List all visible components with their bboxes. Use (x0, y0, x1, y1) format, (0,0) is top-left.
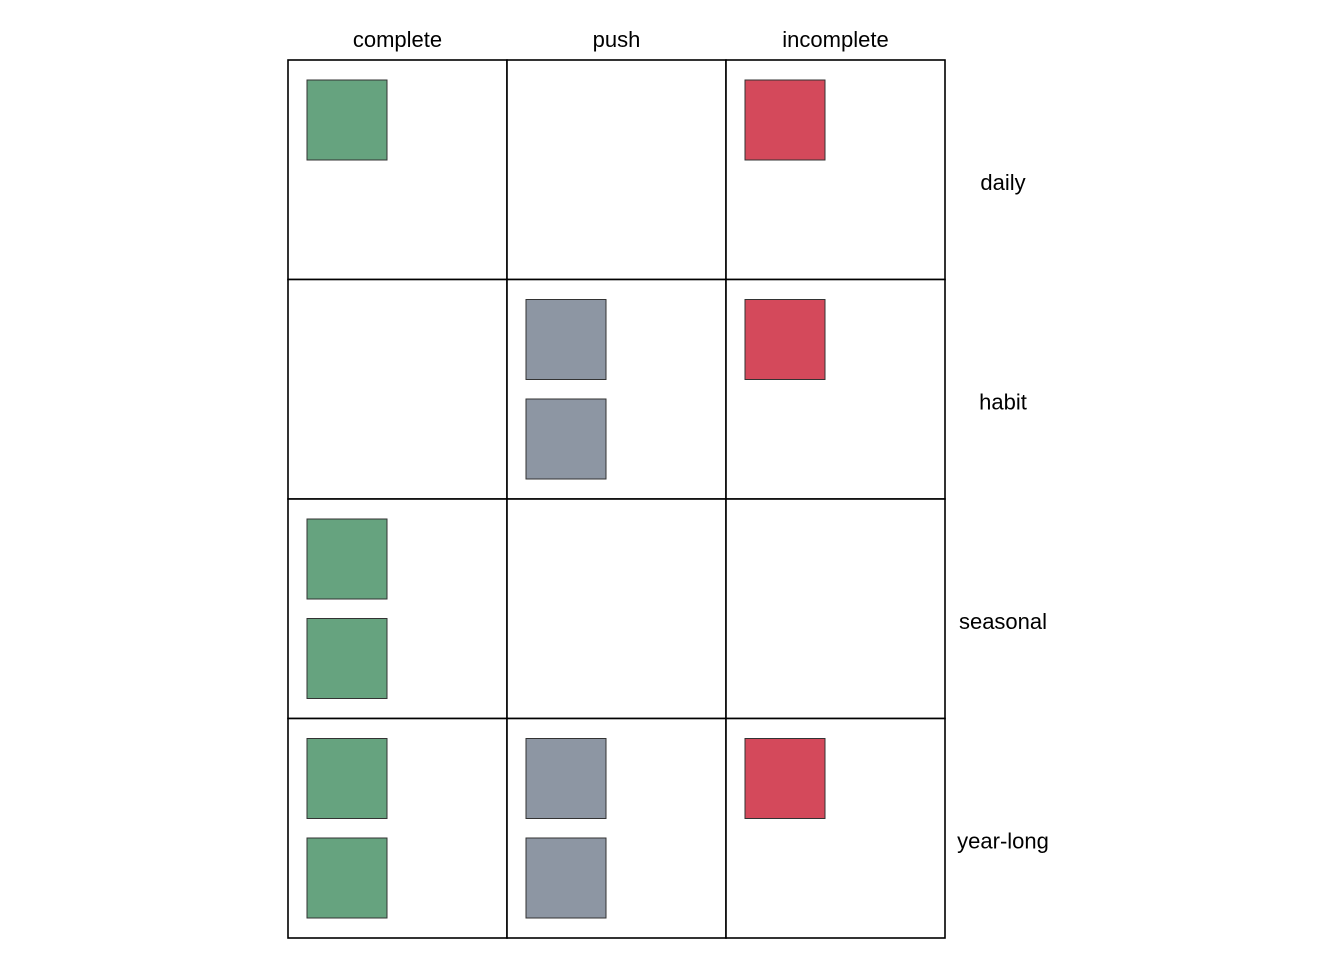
squares-layer (306, 79, 826, 919)
row-label-year-long: year-long (957, 828, 1049, 853)
row-label-seasonal: seasonal (959, 609, 1047, 634)
row-label-habit: habit (979, 389, 1027, 414)
column-label-incomplete: incomplete (782, 27, 888, 52)
square-incomplete-habit-1 (744, 299, 826, 380)
square-complete-seasonal-2 (306, 618, 388, 699)
labels-layer: complete push incomplete daily habit seasonal… (353, 27, 1049, 853)
square-complete-daily-1 (306, 79, 388, 161)
square-push-habit-1 (525, 299, 607, 380)
square-incomplete-year-long-1 (744, 738, 826, 819)
row-label-daily: daily (980, 170, 1025, 195)
square-push-year-long-2 (525, 837, 607, 919)
column-label-complete: complete (353, 27, 442, 52)
grid-cell-habit-complete (287, 278, 508, 500)
square-push-year-long-1 (525, 738, 607, 819)
square-incomplete-daily-1 (744, 79, 826, 161)
grid-cell-seasonal-incomplete (725, 498, 946, 720)
grid-cell-seasonal-push (506, 498, 727, 720)
square-complete-year-long-1 (306, 738, 388, 819)
square-complete-seasonal-1 (306, 518, 388, 600)
square-push-habit-2 (525, 398, 607, 480)
column-label-push: push (593, 27, 641, 52)
square-complete-year-long-2 (306, 837, 388, 919)
grid-cell-daily-push (506, 59, 727, 281)
